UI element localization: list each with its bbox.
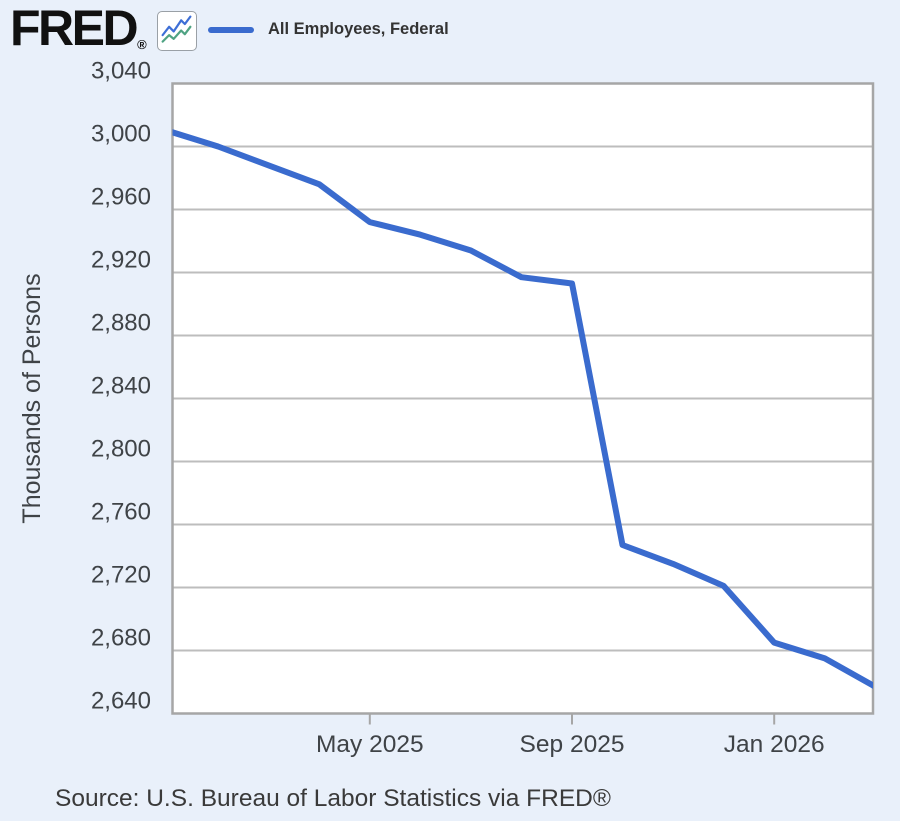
legend-label: All Employees, Federal bbox=[268, 19, 449, 38]
y-axis-tick-label: 2,880 bbox=[91, 310, 151, 337]
legend-item[interactable]: All Employees, Federal bbox=[208, 17, 449, 41]
fred-logo-text: FRED bbox=[10, 0, 139, 56]
line-chart-icon bbox=[161, 15, 192, 43]
source-attribution: Source: U.S. Bureau of Labor Statistics … bbox=[55, 785, 611, 812]
y-axis-tick-label: 3,000 bbox=[91, 121, 151, 148]
y-axis-tick-label: 2,680 bbox=[91, 625, 151, 652]
fred-chart-icon bbox=[157, 11, 197, 51]
plot-border bbox=[171, 82, 875, 715]
legend-swatch bbox=[208, 26, 254, 34]
series-line bbox=[172, 129, 873, 689]
y-axis-title: Thousands of Persons bbox=[18, 273, 46, 523]
x-axis-tick-label: May 2025 bbox=[316, 731, 424, 758]
y-axis-tick-label: 3,040 bbox=[91, 58, 151, 85]
x-axis-tick-label: Jan 2026 bbox=[724, 731, 825, 758]
y-axis-tick-label: 2,800 bbox=[91, 436, 151, 463]
y-axis-tick-label: 2,840 bbox=[91, 373, 151, 400]
y-axis-tick-label: 2,760 bbox=[91, 499, 151, 526]
registered-mark: ® bbox=[137, 37, 147, 52]
y-axis-tick-label: 2,640 bbox=[91, 688, 151, 715]
y-axis-tick-label: 2,960 bbox=[91, 184, 151, 211]
y-axis-tick-label: 2,720 bbox=[91, 562, 151, 589]
x-axis-tick-label: Sep 2025 bbox=[520, 731, 625, 758]
fred-logo[interactable]: FRED® bbox=[10, 0, 147, 69]
y-axis-tick-label: 2,920 bbox=[91, 247, 151, 274]
